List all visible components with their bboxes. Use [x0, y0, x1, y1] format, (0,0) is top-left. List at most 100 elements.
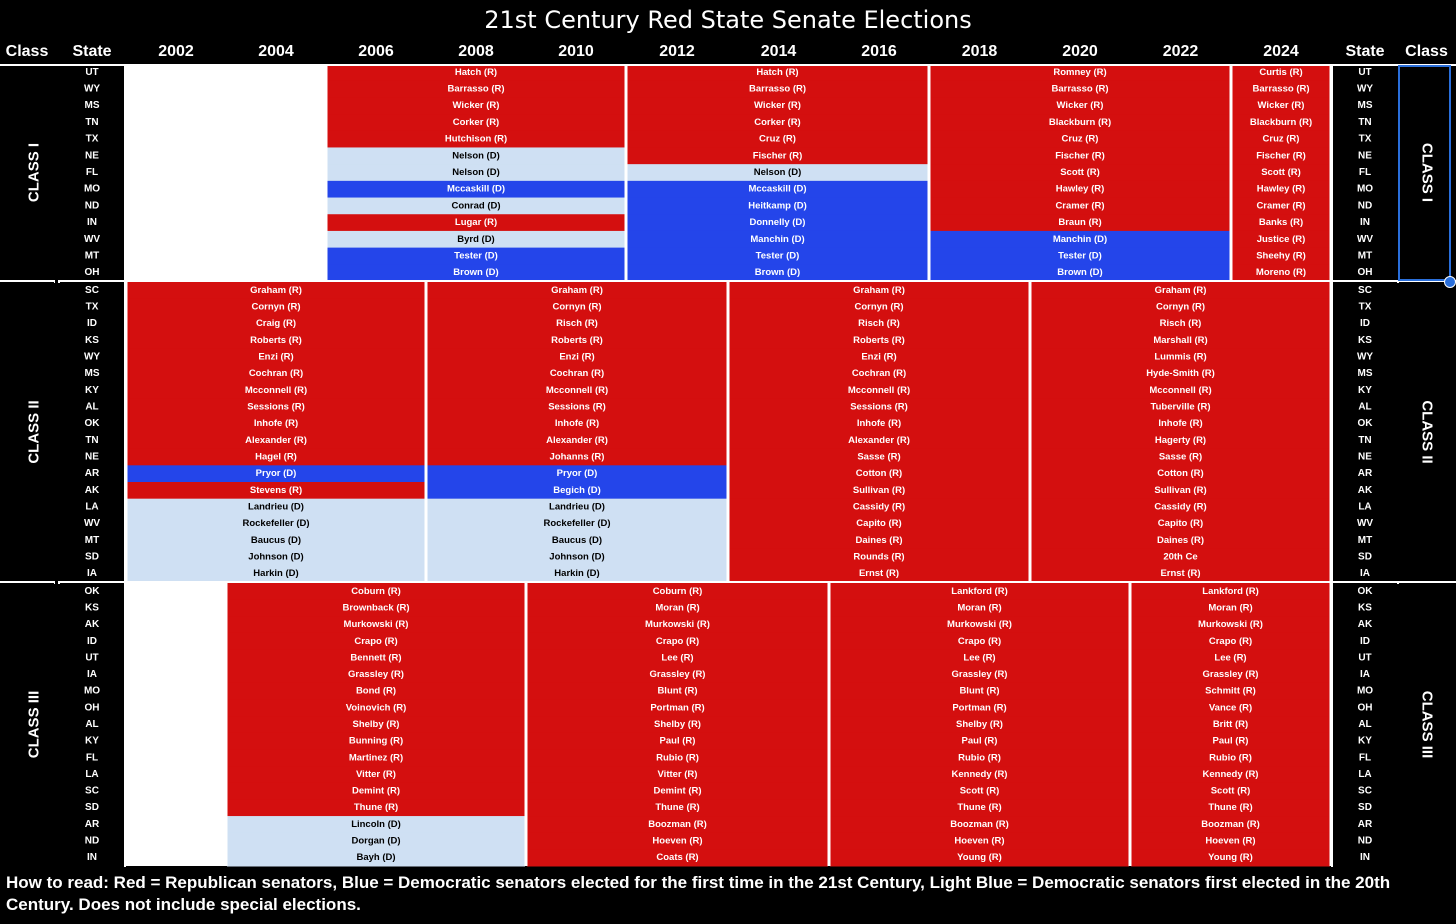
- state-label: KY: [1358, 385, 1372, 396]
- state-label: NE: [85, 150, 99, 161]
- senator-name: Risch (R): [858, 318, 900, 329]
- senator-cell: [227, 682, 525, 701]
- senator-name: Hagel (R): [255, 452, 297, 463]
- senator-cell: [427, 482, 727, 500]
- state-column-left: [60, 282, 124, 582]
- state-label: FL: [1359, 752, 1371, 763]
- senator-cell: [1131, 782, 1330, 800]
- senator-cell: [527, 832, 828, 850]
- senator-name: Fischer (R): [1055, 150, 1105, 161]
- senator-cell: [127, 365, 425, 383]
- senator-name: Sheehy (R): [1256, 250, 1306, 261]
- senator-cell: [127, 498, 425, 516]
- senator-cell: [527, 583, 828, 601]
- senator-cell: [127, 348, 425, 366]
- senator-name: Byrd (D): [457, 234, 494, 245]
- senator-cell: [327, 80, 625, 98]
- senator-name: Boozman (R): [950, 819, 1009, 830]
- senator-cell: [930, 214, 1230, 232]
- senator-name: Murkowski (R): [1198, 619, 1263, 630]
- senator-name: Graham (R): [250, 285, 302, 296]
- senator-cell: [227, 849, 525, 867]
- senator-cell: [1031, 365, 1330, 383]
- senator-name: Pryor (D): [557, 468, 598, 479]
- senator-name: Mcconnell (R): [848, 385, 910, 396]
- senator-cell: [930, 264, 1230, 282]
- senator-name: Brown (D): [755, 267, 800, 278]
- senator-cell: [127, 548, 425, 566]
- senator-name: Rubio (R): [1209, 752, 1252, 763]
- state-label: AK: [85, 485, 100, 496]
- senator-cell: [729, 348, 1029, 366]
- selected-cell-outline[interactable]: [1398, 65, 1451, 281]
- selection-handle[interactable]: [1444, 276, 1456, 288]
- senator-name: Britt (R): [1213, 719, 1248, 730]
- senator-cell: [427, 332, 727, 350]
- state-label: ID: [87, 636, 97, 647]
- senator-cell: [627, 230, 928, 249]
- senator-name: Murkowski (R): [344, 619, 409, 630]
- state-label: SC: [1358, 786, 1372, 797]
- senator-name: Hawley (R): [1257, 184, 1306, 195]
- senator-cell: [127, 282, 425, 300]
- senator-cell: [327, 247, 625, 265]
- senator-cell: [1031, 532, 1330, 550]
- senator-name: Hyde-Smith (R): [1146, 368, 1215, 379]
- senator-cell: [227, 666, 525, 684]
- senator-cell: [127, 532, 425, 550]
- year-header-2014: 2014: [760, 43, 797, 60]
- senator-cell: [1031, 498, 1330, 516]
- state-label: OK: [1358, 586, 1374, 597]
- senator-cell: [527, 749, 828, 767]
- senator-cell: [227, 649, 525, 667]
- year-header-2008: 2008: [458, 43, 494, 60]
- class-label-cell-right: [1399, 64, 1456, 281]
- senator-cell: [427, 298, 727, 316]
- year-header-2022: 2022: [1162, 43, 1199, 60]
- state-column-left: [60, 583, 124, 866]
- senator-cell: [729, 548, 1029, 566]
- senator-name: Cruz (R): [759, 134, 796, 145]
- senator-cell: [930, 80, 1230, 98]
- senator-name: Landrieu (D): [248, 502, 304, 513]
- state-label: WV: [1357, 518, 1373, 529]
- senator-cell: [127, 432, 425, 450]
- state-label: MS: [85, 368, 100, 379]
- senator-cell: [1131, 749, 1330, 767]
- senator-cell: [327, 114, 625, 132]
- state-label: WY: [84, 84, 100, 95]
- senator-name: Hutchison (R): [445, 134, 507, 145]
- senator-cell: [1232, 64, 1330, 82]
- state-label: NE: [85, 452, 99, 463]
- senator-name: Scott (R): [1060, 167, 1100, 178]
- senator-name: Crapo (R): [1209, 636, 1252, 647]
- senator-name: Brownback (R): [342, 602, 409, 613]
- senator-name: Sessions (R): [548, 402, 606, 413]
- senator-name: Risch (R): [1160, 318, 1202, 329]
- state-label: ID: [1360, 318, 1370, 329]
- senator-name: Sessions (R): [850, 402, 908, 413]
- senator-cell: [1131, 716, 1330, 734]
- senator-name: Blunt (R): [657, 686, 697, 697]
- senator-cell: [1031, 515, 1330, 533]
- state-label: IN: [87, 852, 97, 863]
- senator-cell: [427, 348, 727, 366]
- state-label: KY: [85, 385, 99, 396]
- senator-name: Rubio (R): [958, 752, 1001, 763]
- senator-cell: [327, 147, 625, 165]
- state-label: AR: [1358, 819, 1373, 830]
- senator-cell: [830, 749, 1129, 767]
- senator-cell: [327, 64, 625, 82]
- senator-cell: [930, 130, 1230, 148]
- state-label: MT: [85, 535, 99, 546]
- senator-cell: [729, 432, 1029, 450]
- senator-name: Heitkamp (D): [748, 200, 807, 211]
- senator-name: Corker (R): [754, 117, 800, 128]
- state-label: IA: [1360, 568, 1370, 579]
- state-label: IN: [1360, 852, 1370, 863]
- senator-name: Cruz (R): [1062, 134, 1099, 145]
- class-label-right: CLASS III: [1419, 691, 1436, 759]
- senator-name: Risch (R): [556, 318, 598, 329]
- state-header-right: State: [1345, 43, 1385, 60]
- senator-cell: [227, 832, 525, 850]
